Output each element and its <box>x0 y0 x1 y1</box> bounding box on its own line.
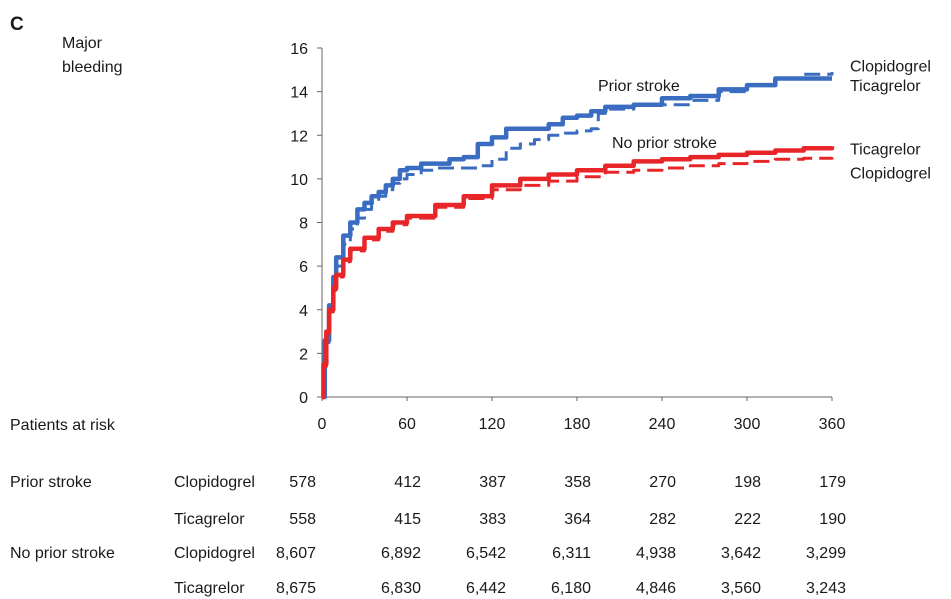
risk-row-treatment: Clopidogrel <box>174 474 255 491</box>
risk-cell: 6,892 <box>381 545 421 562</box>
series-line-prior-stroke-ticagrelor <box>322 76 832 400</box>
x-tick-label: 240 <box>649 416 676 433</box>
series-line-prior-stroke-clopidogrel <box>322 72 834 399</box>
y-tick-label: 12 <box>290 128 308 145</box>
x-tick-label: 360 <box>819 416 846 433</box>
risk-cell: 3,299 <box>806 545 846 562</box>
risk-row-group: No prior stroke <box>10 545 115 562</box>
x-tick-label: 180 <box>564 416 591 433</box>
y-tick-label: 6 <box>299 259 308 276</box>
y-tick-label: 2 <box>299 346 308 363</box>
risk-cell: 190 <box>819 511 846 528</box>
line-end-label: Clopidogrel <box>850 58 931 75</box>
risk-cell: 8,675 <box>276 580 316 597</box>
risk-cell: 387 <box>479 474 506 491</box>
x-tick-label: 120 <box>479 416 506 433</box>
risk-cell: 412 <box>394 474 421 491</box>
risk-cell: 558 <box>289 511 316 528</box>
risk-row-group: Prior stroke <box>10 474 92 491</box>
series-line-no-prior-stroke-clopidogrel <box>321 156 834 399</box>
x-tick-label: 0 <box>318 416 327 433</box>
line-labels: Prior stroke No prior stroke Clopidogrel Ti… <box>598 58 931 182</box>
line-end-label: Ticagrelor <box>850 78 921 95</box>
risk-cell: 415 <box>394 511 421 528</box>
annotation-prior-stroke: Prior stroke <box>598 78 680 95</box>
risk-cell: 4,846 <box>636 580 676 597</box>
risk-cell: 8,607 <box>276 545 316 562</box>
risk-table: Patients at risk Prior stroke Clopidogrel 5… <box>10 417 846 597</box>
panel-letter: C <box>10 14 24 35</box>
x-tick-label: 60 <box>398 416 416 433</box>
line-end-label: Ticagrelor <box>850 141 921 158</box>
y-tick-label: 16 <box>290 41 308 58</box>
risk-cell: 282 <box>649 511 676 528</box>
risk-cell: 198 <box>734 474 761 491</box>
risk-cell: 3,642 <box>721 545 761 562</box>
risk-cell: 364 <box>564 511 591 528</box>
risk-row-treatment: Ticagrelor <box>174 511 245 528</box>
risk-cell: 358 <box>564 474 591 491</box>
y-tick-label: 8 <box>299 216 308 233</box>
risk-cell: 6,442 <box>466 580 506 597</box>
y-tick-label: 10 <box>290 172 308 189</box>
series-group <box>321 72 835 400</box>
axes: 0 2 4 6 8 10 12 14 16 0 60 120 180 240 300 360 <box>290 41 845 433</box>
y-tick-label: 14 <box>290 85 308 102</box>
risk-cell: 383 <box>479 511 506 528</box>
risk-table-title: Patients at risk <box>10 417 116 434</box>
x-tick-label: 300 <box>734 416 761 433</box>
risk-cell: 6,542 <box>466 545 506 562</box>
risk-cell: 3,560 <box>721 580 761 597</box>
risk-cell: 179 <box>819 474 846 491</box>
risk-row-treatment: Ticagrelor <box>174 580 245 597</box>
y-axis-label-line2: bleeding <box>62 59 123 76</box>
line-end-label: Clopidogrel <box>850 165 931 182</box>
risk-cell: 6,311 <box>552 545 591 562</box>
risk-cell: 578 <box>289 474 316 491</box>
y-tick-label: 0 <box>299 390 308 407</box>
annotation-no-prior-stroke: No prior stroke <box>612 135 717 152</box>
risk-cell: 4,938 <box>636 545 676 562</box>
risk-cell: 6,830 <box>381 580 421 597</box>
risk-cell: 6,180 <box>551 580 591 597</box>
risk-cell: 3,243 <box>806 580 846 597</box>
y-tick-label: 4 <box>299 303 308 320</box>
y-axis-label-line1: Major <box>62 35 103 52</box>
risk-row-treatment: Clopidogrel <box>174 545 255 562</box>
risk-cell: 270 <box>649 474 676 491</box>
risk-cell: 222 <box>734 511 761 528</box>
